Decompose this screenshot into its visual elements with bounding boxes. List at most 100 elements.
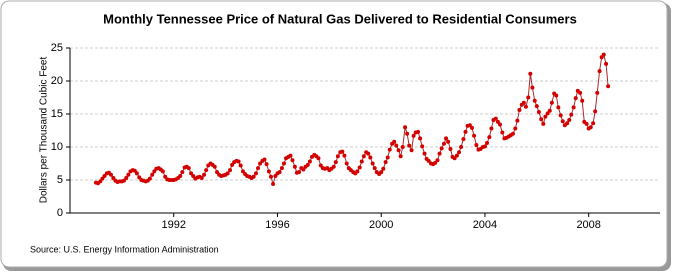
data-point — [124, 176, 129, 181]
data-point — [482, 144, 487, 149]
data-point — [536, 110, 541, 115]
data-point — [409, 148, 414, 153]
data-point — [489, 126, 494, 131]
data-point — [547, 108, 552, 113]
source-note: Source: U.S. Energy Information Administ… — [30, 244, 219, 254]
data-point — [344, 161, 349, 166]
data-point — [461, 137, 466, 142]
data-point — [361, 154, 366, 159]
data-point — [530, 85, 535, 90]
data-point — [236, 159, 241, 164]
data-point — [186, 166, 191, 171]
data-point — [316, 156, 321, 161]
data-point — [266, 169, 271, 174]
data-point — [271, 181, 276, 186]
data-point — [597, 69, 602, 74]
data-point — [411, 133, 416, 138]
data-point — [493, 116, 498, 121]
data-point — [383, 160, 388, 165]
data-point — [403, 125, 408, 130]
data-point — [604, 61, 609, 66]
data-point — [444, 136, 449, 141]
data-point — [199, 176, 204, 181]
data-point — [513, 126, 518, 131]
data-point — [392, 139, 397, 144]
data-point — [126, 172, 131, 177]
data-point — [448, 146, 453, 151]
data-point — [253, 171, 258, 176]
data-point — [147, 176, 152, 181]
data-point — [305, 162, 310, 167]
data-point — [264, 162, 269, 167]
data-point — [543, 114, 548, 119]
y-tick-label: 15 — [51, 108, 63, 120]
x-tick-label: 2008 — [576, 219, 600, 231]
data-point — [202, 172, 207, 177]
data-point — [331, 164, 336, 169]
data-point — [355, 169, 360, 174]
chart-title: Monthly Tennessee Price of Natural Gas D… — [103, 11, 577, 26]
data-point — [262, 157, 267, 162]
data-point — [580, 98, 585, 103]
data-point — [251, 174, 256, 179]
data-point — [463, 129, 468, 134]
data-point — [256, 166, 261, 171]
data-point — [541, 121, 546, 126]
data-point — [556, 105, 561, 110]
data-point — [366, 151, 371, 156]
data-point — [228, 168, 233, 173]
data-point — [446, 139, 451, 144]
data-point — [277, 170, 282, 175]
data-point — [441, 141, 446, 146]
data-point — [370, 161, 375, 166]
data-point — [160, 169, 165, 174]
data-point — [528, 71, 533, 76]
x-tick-label: 1996 — [265, 219, 289, 231]
data-point — [178, 174, 183, 179]
data-point — [571, 105, 576, 110]
data-point — [212, 164, 217, 169]
data-point — [296, 170, 301, 175]
data-point — [567, 117, 572, 122]
data-point — [500, 130, 505, 135]
y-axis-label: Dollars per Thousand Cubic Feet — [39, 57, 50, 204]
data-point — [396, 148, 401, 153]
data-point — [150, 172, 155, 177]
data-point — [565, 121, 570, 126]
data-point — [606, 84, 611, 89]
data-point — [437, 151, 442, 156]
data-point — [532, 98, 537, 103]
data-point — [238, 163, 243, 168]
data-point — [121, 178, 126, 183]
data-point — [290, 158, 295, 163]
data-point — [405, 131, 410, 136]
data-point — [515, 118, 520, 123]
data-point — [573, 96, 578, 101]
data-point — [359, 159, 364, 164]
data-point — [335, 154, 340, 159]
data-point — [439, 146, 444, 151]
data-point — [134, 171, 139, 176]
data-point — [102, 174, 107, 179]
data-point — [558, 113, 563, 118]
data-point — [569, 112, 574, 117]
data-point — [588, 125, 593, 130]
data-point — [418, 136, 423, 141]
data-point — [539, 117, 544, 122]
data-point — [400, 145, 405, 149]
data-point — [381, 166, 386, 171]
data-point — [560, 119, 565, 124]
data-point — [292, 164, 297, 169]
data-point — [398, 154, 403, 159]
data-point — [469, 125, 474, 130]
data-point — [497, 122, 502, 127]
x-tick-label: 2000 — [369, 219, 393, 231]
data-point — [225, 171, 230, 176]
data-point — [521, 100, 526, 105]
data-point — [601, 52, 606, 57]
data-point — [472, 133, 477, 138]
data-point — [268, 174, 273, 179]
data-point — [452, 156, 457, 161]
data-point — [333, 160, 338, 165]
